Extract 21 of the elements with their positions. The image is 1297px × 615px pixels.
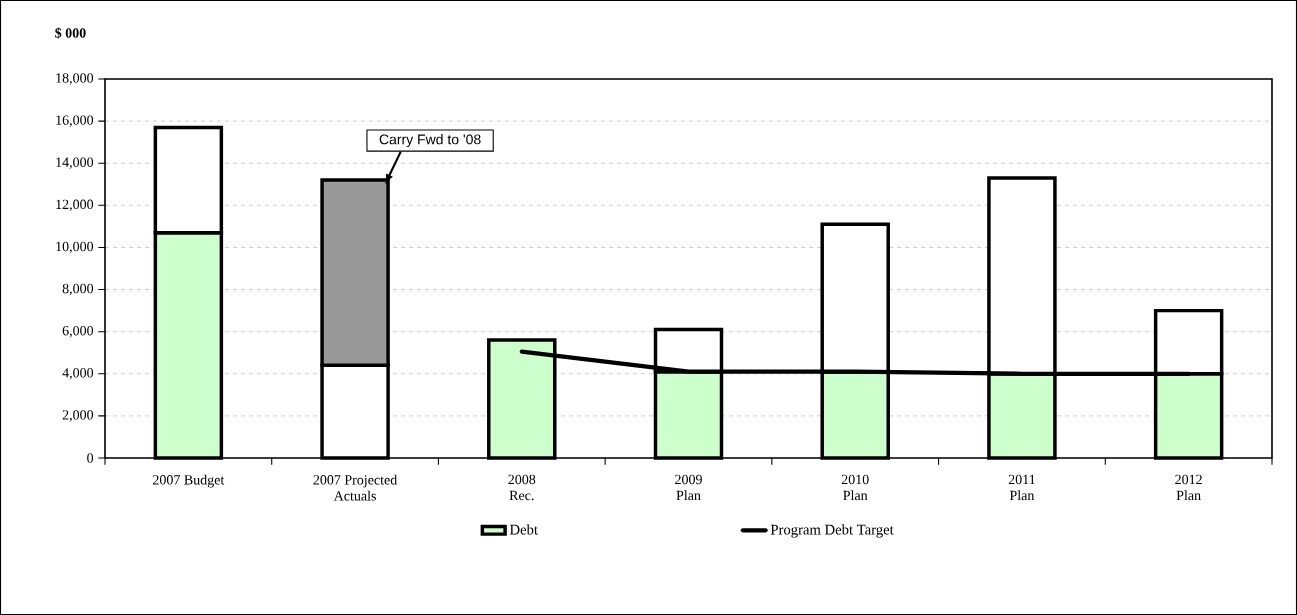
x-tick-label: 2009 Plan	[675, 474, 702, 501]
legend-label: Debt	[509, 524, 538, 535]
y-tick-label: 14,000	[56, 157, 94, 169]
y-tick-label: 18,000	[56, 73, 94, 85]
x-tick-label: 2011 Plan	[1008, 474, 1035, 501]
x-tick-label: 2012 Plan	[1175, 474, 1202, 501]
y-tick-label: 16,000	[56, 115, 94, 127]
y-tick-label: 8,000	[62, 283, 94, 296]
y-tick-label: 6,000	[62, 325, 94, 338]
y-tick-label: 4,000	[62, 368, 94, 380]
annotation: Carry Fwd to '08	[379, 134, 481, 148]
y-axis-title: $ 000	[55, 27, 86, 39]
x-tick-label: 2007 Projected Actuals	[313, 474, 398, 501]
y-tick-label: 12,000	[56, 199, 94, 212]
y-tick-label: 2,000	[62, 410, 94, 422]
x-tick-label: 2010 Plan	[841, 474, 869, 501]
x-tick-label: 2008 Rec.	[508, 474, 536, 501]
legend-label: Program Debt Target	[770, 524, 894, 538]
y-tick-label: 0	[87, 453, 94, 463]
x-tick-label: 2007 Budget	[153, 474, 225, 488]
y-tick-label: 10,000	[56, 241, 94, 254]
